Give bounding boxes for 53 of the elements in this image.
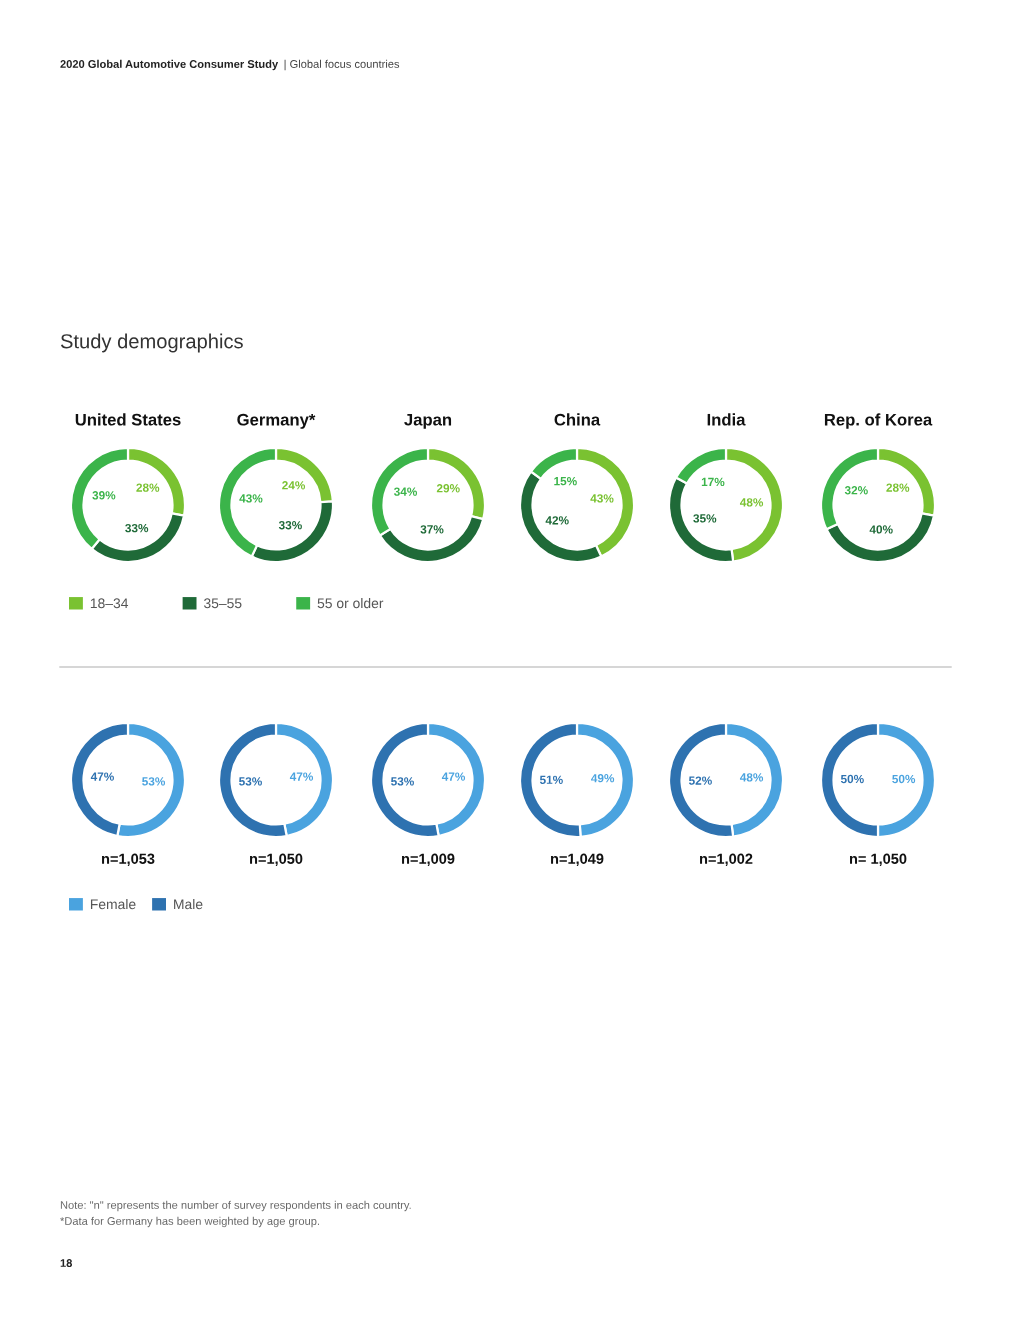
- legend-label: 18–34: [90, 598, 129, 609]
- data-label: 29%: [436, 484, 460, 493]
- data-label: 50%: [840, 774, 864, 784]
- text: n=1,053: [102, 853, 155, 867]
- data-label: 50%: [892, 774, 916, 784]
- text: *Data for Germany has been weighted by age group.: [60, 1216, 320, 1228]
- text: n=1,049: [551, 853, 604, 867]
- text: Note: "n" represents the number of survey respondents in each country.: [60, 1200, 411, 1212]
- data-label: 28%: [886, 483, 910, 492]
- text: n= 1,050: [849, 853, 907, 867]
- legend-label: 55 or older: [317, 597, 384, 609]
- legend-label: Male: [174, 898, 203, 910]
- data-label: 53%: [142, 777, 166, 786]
- data-label: 33%: [125, 523, 149, 533]
- data-label: 17%: [701, 477, 725, 487]
- data-label: 43%: [590, 494, 614, 503]
- legend-label: Female: [90, 898, 136, 910]
- chart-title: India: [707, 413, 746, 426]
- data-label: 32%: [844, 486, 868, 495]
- data-label: 47%: [289, 772, 314, 781]
- chart-title: Rep. of Korea: [824, 413, 933, 429]
- data-label: 40%: [869, 525, 893, 534]
- text: n=1,009: [402, 853, 455, 867]
- text: Study demographics: [60, 333, 243, 353]
- data-label: 39%: [92, 491, 116, 500]
- text: 18: [60, 1259, 73, 1267]
- text: n=1,002: [700, 853, 753, 867]
- text: n=1,050: [250, 853, 303, 867]
- data-label: 34%: [393, 487, 418, 496]
- data-label: 52%: [688, 776, 712, 785]
- data-label: 48%: [739, 773, 764, 782]
- data-label: 49%: [591, 774, 615, 783]
- data-label: 53%: [239, 777, 262, 786]
- data-label: 51%: [539, 775, 563, 784]
- data-label: 28%: [136, 483, 160, 492]
- chart-title: Germany*: [237, 413, 316, 429]
- chart-title: United States: [75, 413, 181, 426]
- data-label: 33%: [278, 521, 302, 530]
- text: | Global focus countries: [284, 59, 400, 71]
- chart-title: Japan: [404, 413, 452, 429]
- data-label: 42%: [545, 516, 569, 525]
- data-label: 48%: [739, 498, 764, 507]
- data-label: 37%: [420, 525, 444, 534]
- data-label: 53%: [391, 777, 414, 786]
- data-label: 47%: [90, 772, 114, 781]
- legend-label: 35–55: [203, 598, 242, 609]
- data-label: 47%: [441, 772, 466, 781]
- data-label: 43%: [239, 494, 263, 503]
- data-label: 15%: [554, 476, 577, 486]
- text: 2020 Global Automotive Consumer Study: [60, 59, 279, 71]
- chart-title: China: [554, 413, 601, 426]
- data-label: 24%: [282, 481, 306, 490]
- data-label: 35%: [693, 514, 717, 523]
